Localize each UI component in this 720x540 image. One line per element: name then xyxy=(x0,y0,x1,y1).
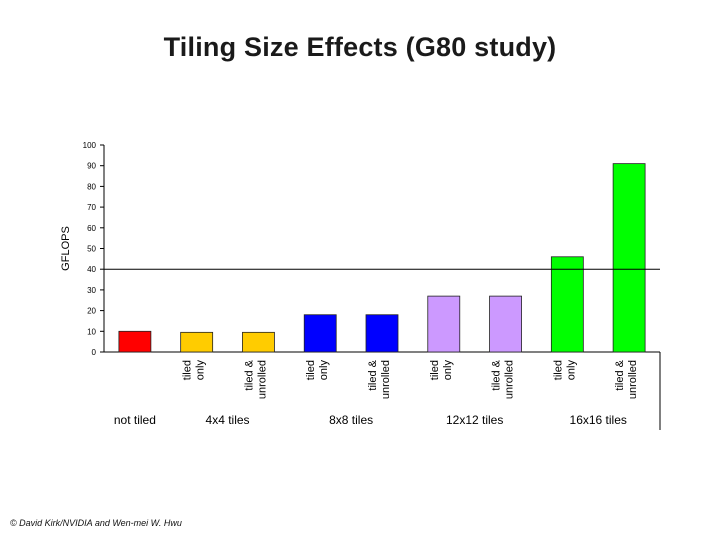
y-tick-label: 50 xyxy=(87,245,96,254)
bar-category-label: tiled &unrolled xyxy=(243,359,268,399)
group-label: 4x4 tiles xyxy=(206,413,250,427)
bar-3 xyxy=(303,314,337,353)
y-tick-label: 70 xyxy=(87,203,96,212)
bar-category-label: tiledonly xyxy=(552,360,577,381)
copyright-footer: © David Kirk/NVIDIA and Wen-mei W. Hwu xyxy=(10,518,182,528)
y-tick-label: 40 xyxy=(87,265,96,274)
bar-category-label: tiled &unrolled xyxy=(614,359,639,399)
slide-title: Tiling Size Effects (G80 study) xyxy=(163,32,557,62)
y-tick-label: 80 xyxy=(87,182,96,191)
group-label: 8x8 tiles xyxy=(329,413,373,427)
y-tick-label: 30 xyxy=(87,286,96,295)
y-tick-label: 20 xyxy=(87,307,96,316)
bar-7 xyxy=(550,256,584,353)
bar-category-label: tiled &unrolled xyxy=(367,359,392,399)
bar-2 xyxy=(242,331,275,353)
y-tick-label: 90 xyxy=(87,162,96,171)
y-tick-label: 0 xyxy=(92,348,97,357)
bar-4 xyxy=(365,314,399,353)
group-label: not tiled xyxy=(114,413,156,427)
bar-8 xyxy=(612,163,646,353)
bar-5 xyxy=(427,295,461,353)
group-label: 12x12 tiles xyxy=(446,413,503,427)
y-axis-title: GFLOPS xyxy=(60,226,72,271)
y-tick-label: 100 xyxy=(83,141,97,150)
bar-category-label: tiled &unrolled xyxy=(491,359,516,399)
bar-category-label: tiledonly xyxy=(182,360,207,381)
group-label: 16x16 tiles xyxy=(570,413,627,427)
bar-6 xyxy=(489,295,522,353)
bar-0 xyxy=(118,330,152,353)
y-tick-label: 10 xyxy=(87,327,96,336)
bar-1 xyxy=(180,331,214,353)
bar-category-label: tiledonly xyxy=(429,360,454,381)
bar-category-label: tiledonly xyxy=(305,360,330,381)
y-tick-label: 60 xyxy=(87,224,96,233)
